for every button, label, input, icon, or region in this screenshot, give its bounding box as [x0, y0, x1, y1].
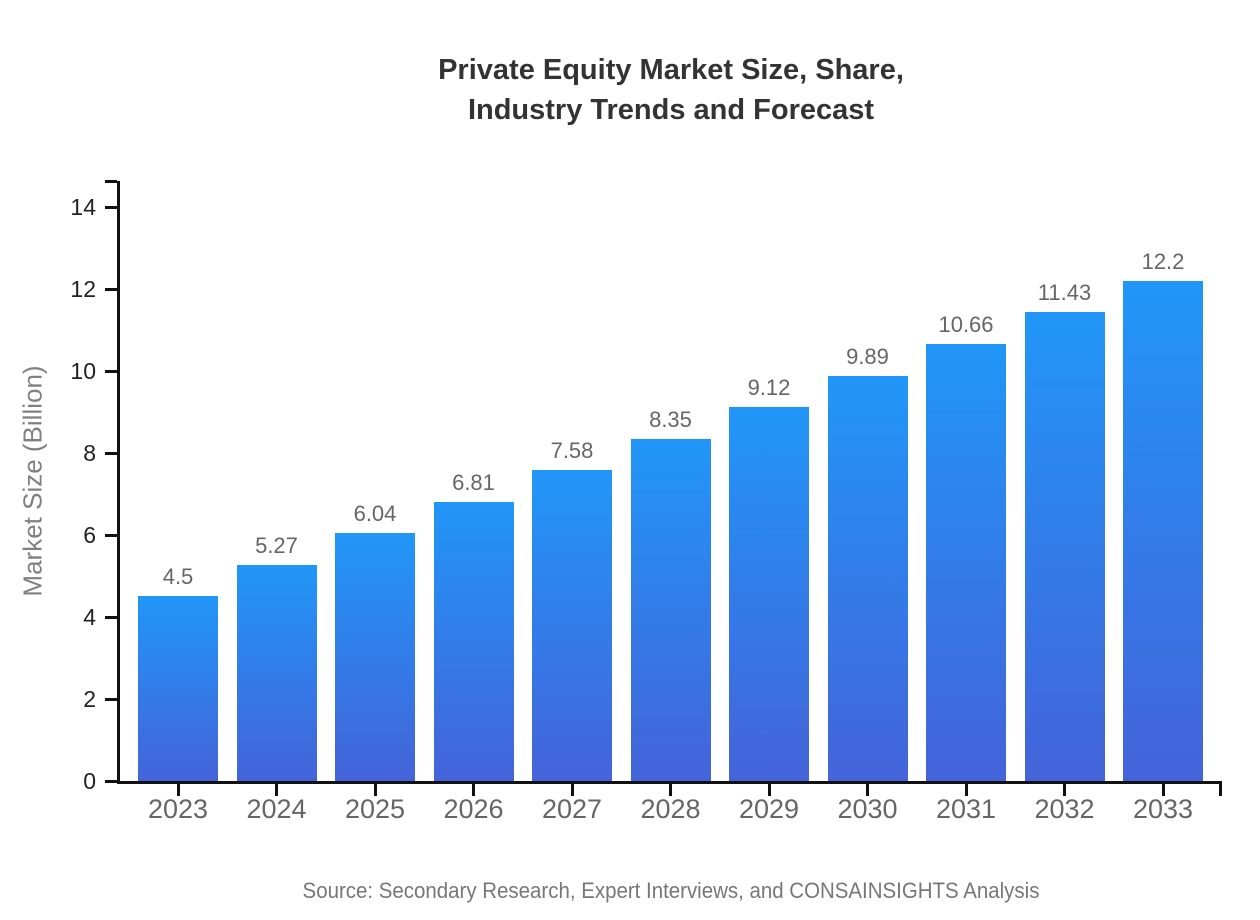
y-tick	[105, 451, 117, 455]
x-tick	[767, 781, 771, 796]
x-tick	[275, 781, 278, 796]
x-tick-label: 2026	[443, 794, 504, 824]
x-tick	[1063, 781, 1066, 796]
bar-value-label: 10.66	[938, 312, 994, 337]
x-tick-label: 2024	[246, 794, 307, 824]
y-tick	[105, 779, 117, 783]
bar	[1024, 312, 1105, 781]
y-tick-label: 6	[83, 522, 96, 548]
bar	[236, 565, 317, 781]
bar	[1123, 281, 1203, 781]
bar-value-label: 6.81	[452, 470, 495, 495]
bar-value-label: 6.04	[353, 501, 397, 526]
y-tick-label: 2	[83, 686, 96, 712]
bar-value-label: 4.5	[162, 564, 194, 589]
y-axis-line	[117, 181, 120, 784]
x-tick	[570, 781, 574, 796]
x-tick-label: 2023	[147, 794, 209, 824]
x-tick	[964, 781, 968, 796]
y-tick	[105, 205, 117, 209]
y-tick	[105, 615, 117, 619]
x-tick	[373, 781, 377, 796]
plot-area: 0 2 4 6 8 10 12 14 4.5 2023 5.27 2024 6.04 2025 6.81 20…	[70, 179, 1222, 824]
bar-value-label: 12.2	[1141, 249, 1185, 274]
y-tick	[105, 287, 117, 291]
x-tick-label: 2032	[1034, 794, 1095, 824]
bar	[335, 533, 415, 781]
chart-title-line1: Private Equity Market Size, Share,	[438, 54, 904, 86]
x-tick	[176, 781, 180, 796]
x-tick-label: 2027	[541, 794, 603, 824]
y-axis-title: Market Size (Billion)	[17, 365, 48, 597]
bar	[433, 502, 514, 781]
x-tick-label: 2025	[344, 794, 406, 824]
bar	[532, 470, 612, 781]
y-tick-label: 4	[83, 604, 96, 630]
y-tick	[105, 533, 117, 537]
x-tick	[472, 781, 475, 796]
bar-value-label: 8.35	[649, 407, 692, 432]
source-note: Source: Secondary Research, Expert Inter…	[302, 878, 1040, 903]
y-tick-label: 14	[70, 194, 96, 220]
bar	[630, 439, 711, 781]
x-tick-label: 2028	[640, 794, 701, 824]
x-axis-end-tick	[1219, 781, 1222, 796]
y-tick-label: 0	[83, 768, 96, 794]
y-axis-end-tick	[105, 179, 117, 183]
y-tick-label: 12	[70, 276, 96, 302]
bar-value-label: 9.89	[846, 344, 889, 369]
x-tick	[866, 781, 869, 796]
y-tick-label: 8	[83, 440, 96, 466]
x-tick-label: 2030	[837, 794, 898, 824]
bar	[729, 407, 809, 781]
bar-value-label: 9.12	[747, 375, 791, 400]
x-tick-label: 2031	[935, 794, 997, 824]
bar-value-label: 5.27	[255, 533, 298, 558]
bar	[138, 596, 218, 781]
chart-title-line2: Industry Trends and Forecast	[467, 94, 875, 126]
x-tick	[1161, 781, 1165, 796]
x-tick	[669, 781, 672, 796]
chart-title: Private Equity Market Size, Share, Indus…	[120, 50, 1222, 130]
bar	[926, 344, 1006, 781]
bar-value-label: 7.58	[550, 438, 594, 463]
y-tick-label: 10	[70, 358, 96, 384]
bar-value-label: 11.43	[1037, 280, 1092, 305]
y-tick	[105, 369, 117, 373]
x-tick-label: 2033	[1132, 794, 1194, 824]
bar	[827, 376, 908, 781]
x-tick-label: 2029	[738, 794, 800, 824]
y-tick	[105, 697, 117, 701]
